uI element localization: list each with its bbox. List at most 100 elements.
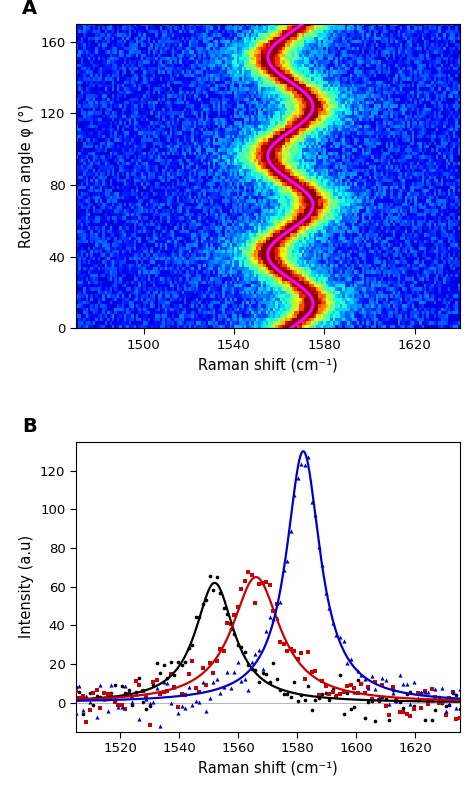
Point <box>206 657 213 670</box>
Point <box>385 709 393 722</box>
Point <box>75 680 83 693</box>
Point <box>234 656 242 668</box>
Point <box>167 656 175 668</box>
Point <box>407 686 414 699</box>
Point <box>400 705 407 718</box>
Point <box>435 697 442 710</box>
Point <box>428 694 436 707</box>
Point <box>357 678 365 690</box>
Point <box>248 656 256 669</box>
Point <box>167 668 175 681</box>
Point <box>319 688 326 700</box>
Point <box>72 685 80 697</box>
Point <box>294 471 301 484</box>
Point <box>79 704 87 716</box>
Point <box>350 682 358 694</box>
Y-axis label: Intensity (a.u): Intensity (a.u) <box>19 535 35 638</box>
Point <box>392 695 400 708</box>
Point <box>403 688 411 700</box>
Point <box>118 701 126 714</box>
Point <box>224 608 231 621</box>
Point <box>149 676 157 689</box>
Point <box>308 666 316 678</box>
Point <box>202 593 210 606</box>
Point <box>311 665 319 678</box>
Point <box>438 682 446 695</box>
Point <box>139 696 146 708</box>
Point <box>361 711 368 724</box>
Point <box>431 683 439 696</box>
Point <box>449 687 456 700</box>
Point <box>97 691 104 704</box>
Point <box>435 691 442 704</box>
Point <box>153 682 161 694</box>
Point <box>252 648 259 660</box>
Point <box>442 709 449 722</box>
Point <box>283 687 291 700</box>
Point <box>181 656 189 668</box>
Point <box>453 689 460 701</box>
Point <box>213 673 220 685</box>
Point <box>217 687 224 700</box>
Point <box>100 693 108 705</box>
Point <box>417 687 425 700</box>
Point <box>86 695 94 708</box>
Point <box>136 671 143 684</box>
Point <box>301 672 309 685</box>
Point <box>414 687 421 700</box>
Point <box>79 708 87 720</box>
Point <box>407 710 414 722</box>
Point <box>340 708 347 720</box>
Point <box>125 688 132 700</box>
Point <box>164 677 171 689</box>
Point <box>153 656 161 669</box>
Point <box>368 670 375 682</box>
Point <box>311 694 319 707</box>
Point <box>192 694 200 707</box>
Point <box>178 700 185 713</box>
Point <box>75 686 83 699</box>
Point <box>298 689 305 702</box>
Point <box>181 689 189 701</box>
Point <box>262 667 270 680</box>
Point <box>347 703 355 715</box>
Point <box>276 684 284 696</box>
Point <box>449 686 456 699</box>
Point <box>365 682 372 694</box>
Point <box>230 609 238 622</box>
Point <box>396 705 404 718</box>
Point <box>188 638 196 651</box>
Point <box>291 490 298 502</box>
Point <box>259 663 266 675</box>
Point <box>185 681 192 693</box>
Point <box>227 682 235 694</box>
Point <box>195 685 203 698</box>
Point <box>354 665 361 678</box>
Point <box>75 691 83 704</box>
Point <box>111 696 118 708</box>
Point <box>298 457 305 470</box>
Point <box>220 645 228 658</box>
Point <box>185 641 192 654</box>
Point <box>400 678 407 690</box>
Point <box>118 679 126 692</box>
Point <box>139 685 146 697</box>
Point <box>347 653 355 666</box>
Point <box>273 672 281 685</box>
Point <box>379 672 386 685</box>
Point <box>453 701 460 714</box>
Point <box>259 577 266 589</box>
Point <box>392 694 400 707</box>
Point <box>132 674 139 687</box>
Point <box>407 697 414 710</box>
Point <box>248 663 256 675</box>
Point <box>104 688 111 700</box>
Point <box>389 687 397 700</box>
Point <box>326 694 333 707</box>
Point <box>403 678 411 690</box>
Point <box>368 693 375 705</box>
Point <box>171 681 178 693</box>
Point <box>438 696 446 708</box>
Point <box>379 690 386 703</box>
Point <box>442 705 449 718</box>
